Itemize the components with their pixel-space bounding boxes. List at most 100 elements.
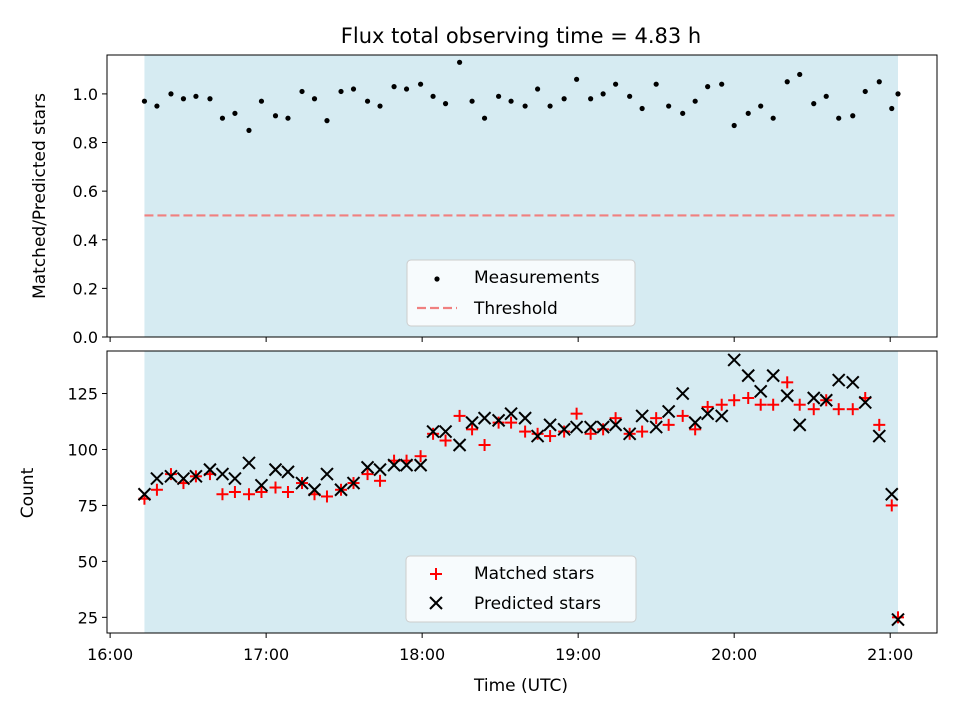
measurement-point — [207, 96, 213, 102]
measurement-point — [600, 91, 606, 97]
matched-star-point — [242, 488, 255, 501]
top-legend: Measurements Threshold — [406, 259, 636, 327]
matched-star-point — [584, 427, 597, 440]
legend-label-measurements: Measurements — [474, 268, 600, 288]
predicted-star-point — [622, 427, 637, 441]
bottom-y-tick-label: 25 — [78, 608, 98, 627]
matched-star-point — [781, 376, 794, 389]
measurement-point — [442, 101, 449, 107]
measurement-point — [311, 96, 318, 102]
predicted-star-point — [215, 467, 230, 481]
predicted-star-point — [320, 467, 334, 481]
predicted-star-point — [649, 420, 663, 434]
measurement-point — [272, 113, 279, 119]
measurement-point — [456, 59, 463, 65]
matched-star-point — [228, 486, 241, 498]
matched-star-point — [466, 423, 479, 436]
legend-label-threshold: Threshold — [473, 299, 558, 319]
measurement-point — [338, 88, 344, 95]
measurement-point — [770, 115, 776, 121]
matched-star-point — [427, 427, 440, 440]
predicted-star-point — [569, 420, 584, 434]
matched-star-point — [150, 483, 163, 496]
bottom-x-ticks: 16:00 17:00 18:00 19:00 20:00 21:00 — [87, 633, 913, 664]
predicted-star-point — [780, 389, 794, 403]
predicted-star-point — [295, 476, 309, 490]
predicted-star-point — [688, 415, 702, 430]
predicted-star-point — [164, 469, 178, 484]
top-y-tick-label: 0.8 — [73, 134, 98, 153]
predicted-star-point — [557, 422, 571, 437]
predicted-star-point — [334, 483, 348, 497]
measurement-point — [836, 115, 842, 121]
predicted-star-point — [307, 483, 322, 497]
predicted-star-point — [360, 460, 375, 475]
measurement-point — [219, 115, 226, 121]
matched-star-point — [281, 486, 294, 498]
matched-star-point — [361, 468, 374, 481]
legend-label-matched: Matched stars — [474, 564, 594, 584]
top-axes-frame — [106, 54, 938, 338]
bottom-y-tick-label: 75 — [78, 496, 98, 515]
predicted-star-point — [438, 424, 453, 439]
matched-star-point — [597, 423, 610, 436]
predicted-star-point — [387, 458, 401, 472]
measurement-point — [285, 115, 291, 121]
measurement-point — [391, 84, 397, 90]
measurement-point — [430, 93, 436, 99]
bottom-x-tick-label: 16:00 — [87, 645, 133, 664]
measurement-point — [876, 79, 882, 85]
legend-marker-matched — [430, 568, 442, 580]
bottom-axes-frame — [106, 350, 938, 634]
predicted-star-point — [242, 456, 256, 470]
measurement-point — [574, 76, 580, 82]
predicted-star-point — [741, 368, 755, 383]
measurement-point — [417, 81, 424, 87]
measurement-point — [588, 96, 594, 102]
measurement-point — [797, 71, 803, 78]
bottom-x-tick-label: 21:00 — [867, 645, 913, 664]
matched-star-point — [492, 416, 505, 429]
measurement-point — [639, 105, 645, 112]
legend-label-predicted: Predicted stars — [474, 594, 601, 614]
predicted-star-point — [504, 406, 518, 421]
predicted-star-point — [426, 424, 440, 439]
predicted-star-point — [891, 612, 905, 627]
measurement-point — [850, 113, 856, 119]
matched-star-point — [728, 394, 741, 407]
predicted-star-point — [491, 413, 506, 428]
matched-star-point — [269, 481, 282, 494]
top-y-tick-label: 0.6 — [73, 182, 98, 201]
predicted-star-point — [872, 429, 886, 443]
measurement-point — [232, 110, 238, 116]
measurement-point — [692, 98, 698, 104]
bottom-y-tick-label: 50 — [78, 552, 98, 571]
bottom-y-ticks: 25 50 75 100 125 — [67, 385, 107, 627]
measurement-point — [193, 93, 199, 99]
measurement-point — [561, 96, 567, 102]
predicted-star-point — [792, 418, 807, 432]
bottom-x-tick-label: 20:00 — [711, 645, 757, 664]
bottom-legend: Matched stars Predicted stars — [405, 555, 637, 623]
legend-marker-predicted — [429, 596, 443, 610]
top-y-tick-label: 1.0 — [73, 85, 98, 104]
predicted-star-point — [452, 438, 467, 452]
measurement-point — [377, 103, 383, 109]
matched-star-point — [531, 427, 544, 440]
measurement-point — [862, 88, 868, 95]
measurement-point — [299, 88, 305, 95]
predicted-star-point — [413, 458, 428, 472]
matched-star-point — [689, 423, 702, 436]
predicted-star-point — [254, 478, 269, 492]
measurement-point — [364, 98, 371, 104]
predicted-star-point — [596, 420, 610, 434]
predicted-star-point — [281, 465, 295, 479]
matched-star-point — [767, 398, 780, 411]
predicted-star-point — [832, 373, 846, 387]
predicted-star-point — [700, 406, 715, 421]
bottom-y-tick-label: 100 — [67, 440, 98, 459]
x-axis-label: Time (UTC) — [473, 676, 568, 696]
matched-star-point — [164, 468, 177, 481]
matched-star-point — [558, 425, 571, 438]
